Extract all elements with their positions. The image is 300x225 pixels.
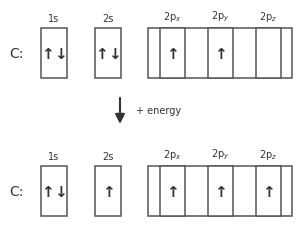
Text: ↓: ↓ bbox=[54, 47, 67, 61]
Bar bbox=[208, 166, 233, 216]
Text: ↑: ↑ bbox=[214, 184, 227, 199]
Text: 1s: 1s bbox=[48, 151, 60, 161]
Bar bbox=[95, 29, 121, 79]
Text: 2p$_z$: 2p$_z$ bbox=[260, 147, 278, 161]
Text: C:: C: bbox=[9, 184, 23, 198]
Text: 2s: 2s bbox=[102, 151, 114, 161]
Bar bbox=[256, 29, 281, 79]
Text: ↑: ↑ bbox=[214, 47, 227, 61]
Text: 2p$_x$: 2p$_x$ bbox=[163, 10, 182, 24]
Text: 1s: 1s bbox=[48, 14, 60, 24]
Bar bbox=[208, 29, 233, 79]
Text: ↑: ↑ bbox=[166, 184, 179, 199]
Text: ↑: ↑ bbox=[262, 184, 275, 199]
Text: ↓: ↓ bbox=[108, 47, 121, 61]
Bar bbox=[160, 29, 185, 79]
Bar bbox=[95, 166, 121, 216]
Text: 2s: 2s bbox=[102, 14, 114, 24]
Text: 2p$_z$: 2p$_z$ bbox=[260, 10, 278, 24]
Text: ↑: ↑ bbox=[95, 47, 108, 61]
Text: C:: C: bbox=[9, 47, 23, 61]
Text: 2p$_x$: 2p$_x$ bbox=[163, 147, 182, 161]
Bar bbox=[148, 166, 292, 216]
Bar bbox=[41, 166, 67, 216]
Bar bbox=[41, 29, 67, 79]
Text: ↑: ↑ bbox=[41, 47, 54, 61]
Bar bbox=[160, 166, 185, 216]
Bar bbox=[256, 166, 281, 216]
Text: + energy: + energy bbox=[136, 105, 182, 115]
Text: 2p$_y$: 2p$_y$ bbox=[211, 9, 230, 24]
Text: ↓: ↓ bbox=[54, 184, 67, 199]
Text: ↑: ↑ bbox=[102, 184, 114, 199]
Text: ↑: ↑ bbox=[41, 184, 54, 199]
Text: ↑: ↑ bbox=[166, 47, 179, 61]
Text: 2p$_y$: 2p$_y$ bbox=[211, 146, 230, 161]
Bar bbox=[148, 29, 292, 79]
